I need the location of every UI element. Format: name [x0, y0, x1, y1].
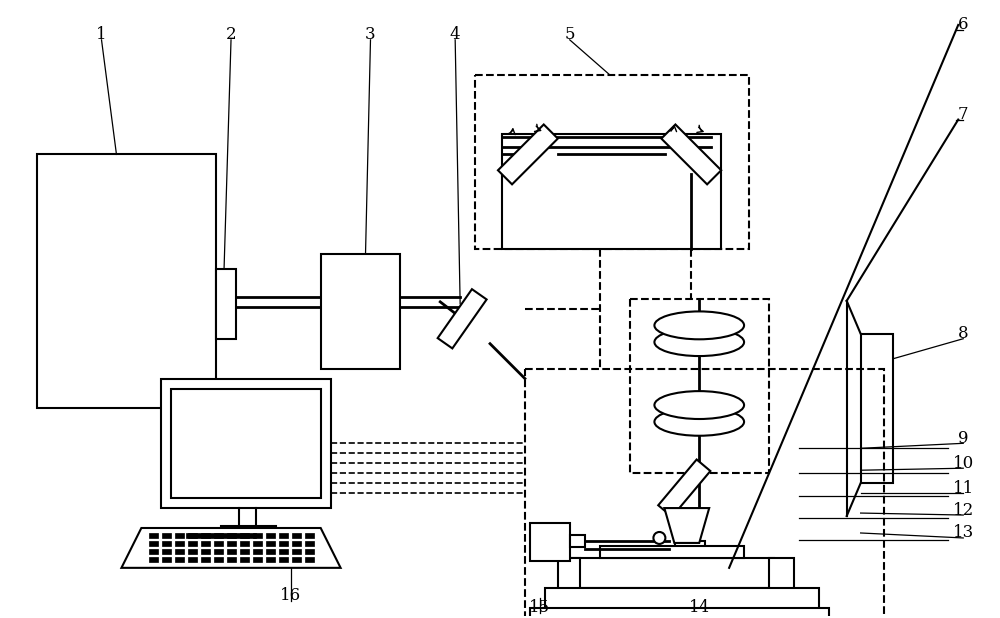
Bar	[502, 135, 721, 249]
Bar	[570, 535, 585, 547]
Text: 8: 8	[958, 325, 969, 342]
Bar	[175, 557, 184, 562]
Bar	[175, 549, 184, 554]
Bar	[266, 533, 275, 538]
Bar	[600, 546, 744, 558]
Bar	[227, 541, 236, 546]
Bar	[525, 368, 884, 618]
Ellipse shape	[654, 328, 744, 356]
Polygon shape	[121, 528, 341, 568]
Text: 4: 4	[450, 27, 460, 43]
Bar	[305, 541, 314, 546]
Bar	[37, 154, 216, 408]
Text: 13: 13	[953, 525, 974, 541]
Bar	[558, 558, 580, 593]
Text: 16: 16	[280, 587, 301, 604]
Bar	[570, 558, 774, 588]
Circle shape	[653, 532, 665, 544]
Bar	[253, 557, 262, 562]
Bar	[175, 541, 184, 546]
Polygon shape	[664, 508, 709, 543]
Text: 10: 10	[953, 455, 974, 472]
Text: 1: 1	[96, 27, 107, 43]
Bar	[279, 533, 288, 538]
Text: 9: 9	[958, 430, 968, 447]
Text: 2: 2	[226, 27, 236, 43]
Text: 3: 3	[365, 27, 376, 43]
Bar	[305, 549, 314, 554]
Bar	[149, 533, 158, 538]
Bar	[292, 541, 301, 546]
Bar	[475, 75, 749, 249]
Bar	[175, 533, 184, 538]
Bar	[162, 549, 171, 554]
Bar	[201, 541, 210, 546]
Bar	[769, 558, 794, 593]
Ellipse shape	[654, 408, 744, 436]
Bar	[162, 533, 171, 538]
Bar	[214, 541, 223, 546]
Bar	[227, 557, 236, 562]
Bar	[216, 269, 236, 339]
Polygon shape	[661, 124, 721, 184]
Bar	[530, 607, 829, 618]
Text: 7: 7	[958, 106, 969, 123]
Bar	[630, 299, 769, 473]
Bar	[266, 557, 275, 562]
Bar	[188, 541, 197, 546]
Bar	[201, 557, 210, 562]
Bar	[321, 254, 400, 368]
Bar	[279, 557, 288, 562]
Bar	[292, 557, 301, 562]
Bar	[861, 334, 893, 483]
Bar	[227, 549, 236, 554]
Bar	[188, 533, 197, 538]
Text: 11: 11	[953, 480, 974, 497]
Bar	[227, 533, 236, 538]
Bar	[171, 389, 321, 498]
Bar	[201, 549, 210, 554]
Bar	[162, 557, 171, 562]
Bar	[240, 533, 249, 538]
Bar	[201, 533, 210, 538]
Bar	[305, 557, 314, 562]
Text: 14: 14	[689, 599, 710, 616]
Bar	[240, 557, 249, 562]
Bar	[292, 549, 301, 554]
Bar	[161, 379, 331, 508]
Ellipse shape	[654, 391, 744, 419]
Bar	[162, 541, 171, 546]
Bar	[186, 533, 256, 538]
Bar	[214, 557, 223, 562]
Bar	[305, 533, 314, 538]
Bar	[675, 541, 705, 559]
Bar	[253, 549, 262, 554]
Bar	[292, 533, 301, 538]
Bar	[253, 541, 262, 546]
Bar	[240, 549, 249, 554]
Bar	[253, 533, 262, 538]
Bar	[266, 541, 275, 546]
Bar	[149, 549, 158, 554]
Text: 6: 6	[958, 17, 968, 33]
Text: 5: 5	[564, 27, 575, 43]
Polygon shape	[498, 124, 558, 184]
Bar	[545, 588, 819, 612]
Ellipse shape	[654, 311, 744, 339]
Text: 15: 15	[529, 599, 550, 616]
Text: 12: 12	[953, 502, 974, 519]
Bar	[279, 541, 288, 546]
Bar	[188, 549, 197, 554]
Bar	[530, 523, 570, 561]
Bar	[214, 549, 223, 554]
Bar	[188, 557, 197, 562]
Bar	[149, 541, 158, 546]
Polygon shape	[438, 289, 487, 349]
Polygon shape	[658, 460, 710, 517]
Bar	[266, 549, 275, 554]
Bar	[149, 557, 158, 562]
Bar	[240, 541, 249, 546]
Bar	[279, 549, 288, 554]
Bar	[214, 533, 223, 538]
